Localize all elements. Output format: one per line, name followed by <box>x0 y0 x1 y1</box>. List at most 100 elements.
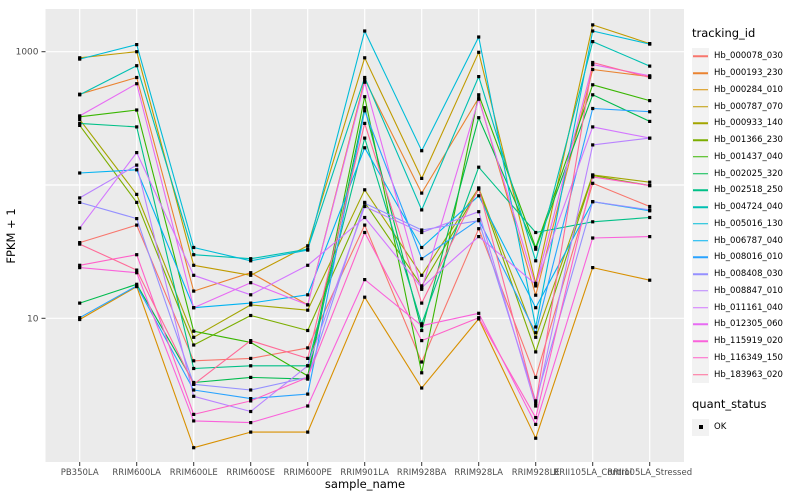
data-point <box>249 313 253 318</box>
legend-item: Hb_000787_070 <box>692 98 800 116</box>
data-point <box>534 306 538 310</box>
data-point <box>477 219 481 223</box>
data-point <box>534 335 538 339</box>
legend-item: Hb_000284_010 <box>692 81 800 99</box>
legend-line-swatch <box>693 139 708 141</box>
data-point <box>249 303 253 307</box>
data-point <box>420 230 424 235</box>
data-point <box>363 56 367 60</box>
data-point <box>192 253 196 257</box>
legend-key <box>692 332 709 350</box>
legend-label: Hb_002025_320 <box>714 168 783 179</box>
data-point <box>135 200 139 204</box>
legend-key <box>692 265 709 283</box>
data-point <box>534 284 538 288</box>
data-point <box>135 284 139 288</box>
data-point <box>249 430 253 434</box>
legend-key <box>692 81 709 99</box>
legend-item: Hb_183963_020 <box>692 366 800 384</box>
data-point <box>192 446 196 450</box>
data-point <box>648 184 652 188</box>
data-point <box>78 117 82 122</box>
legend-item: Hb_002518_250 <box>692 181 800 199</box>
point-marker-icon <box>698 425 703 430</box>
data-point <box>591 83 595 87</box>
x-tick-label: RRIM928BA <box>397 468 447 478</box>
data-point <box>534 404 538 408</box>
x-tick-label: RRII105LA_Control <box>553 468 632 478</box>
x-tick-label: RRIM600LE <box>170 468 218 478</box>
data-point <box>192 394 196 398</box>
data-point <box>249 397 253 401</box>
data-point <box>192 412 196 416</box>
data-point <box>648 204 652 209</box>
data-point <box>420 339 424 343</box>
data-point <box>648 64 652 68</box>
data-point <box>135 168 139 172</box>
data-point <box>534 401 538 405</box>
data-point <box>249 339 253 343</box>
data-point <box>249 388 253 392</box>
data-point <box>363 204 367 209</box>
x-tick-label: RRIM600LA <box>112 468 161 478</box>
legend-line-swatch <box>693 340 708 342</box>
data-point <box>420 324 424 328</box>
data-point <box>192 343 196 347</box>
data-point <box>591 67 595 72</box>
data-point <box>78 242 82 246</box>
data-point <box>192 306 196 310</box>
legend-label: Hb_008847_010 <box>714 285 783 296</box>
x-tick-label: RRIM600PE <box>284 468 332 478</box>
data-point <box>306 377 310 381</box>
data-point <box>363 106 367 110</box>
data-point <box>192 335 196 339</box>
legend-label: Hb_115919_020 <box>714 336 783 347</box>
legend-label: Hb_002518_250 <box>714 185 783 196</box>
legend-key-ok <box>692 418 709 436</box>
data-point <box>363 223 367 227</box>
legend-item: Hb_008408_030 <box>692 265 800 283</box>
data-point <box>135 151 139 155</box>
data-point <box>192 380 196 385</box>
data-point <box>591 200 595 204</box>
data-point <box>135 75 139 80</box>
legend-item: Hb_002025_320 <box>692 165 800 183</box>
data-point <box>135 64 139 68</box>
data-point <box>192 382 196 386</box>
legend-label: Hb_000193_230 <box>714 68 783 79</box>
data-point <box>420 257 424 261</box>
data-point <box>135 50 139 54</box>
data-point <box>420 273 424 277</box>
data-point <box>306 303 310 307</box>
data-point <box>249 399 253 403</box>
legend-label: Hb_000284_010 <box>714 84 783 95</box>
legend: tracking_id Hb_000078_030 Hb_000193_230 Hb… <box>692 26 800 436</box>
data-point <box>306 346 310 350</box>
data-point <box>534 247 538 251</box>
data-point <box>648 278 652 282</box>
data-point <box>363 121 367 125</box>
data-point <box>192 388 196 392</box>
data-point <box>249 259 253 263</box>
legend-key <box>692 248 709 266</box>
legend-line-swatch <box>693 55 708 58</box>
data-point <box>192 245 196 250</box>
data-point <box>591 236 595 240</box>
data-point <box>591 220 595 224</box>
legend-label: Hb_005016_130 <box>714 218 783 229</box>
legend-label: Hb_006787_040 <box>714 235 783 246</box>
data-point <box>78 226 82 230</box>
legend-item: Hb_012305_060 <box>692 315 800 333</box>
data-point <box>648 215 652 220</box>
legend-items-list: Hb_000078_030 Hb_000193_230 Hb_000284_010 H… <box>692 47 800 384</box>
data-point <box>477 116 481 120</box>
legend-title-tracking-id: tracking_id <box>692 26 756 40</box>
legend-key <box>692 299 709 317</box>
data-point <box>477 227 481 231</box>
legend-label: Hb_000787_070 <box>714 101 783 112</box>
data-point <box>534 325 538 329</box>
data-point <box>591 40 595 44</box>
x-tick-label: RRIM901LA <box>340 468 389 478</box>
legend-item: Hb_116349_150 <box>692 349 800 367</box>
data-point <box>306 293 310 297</box>
